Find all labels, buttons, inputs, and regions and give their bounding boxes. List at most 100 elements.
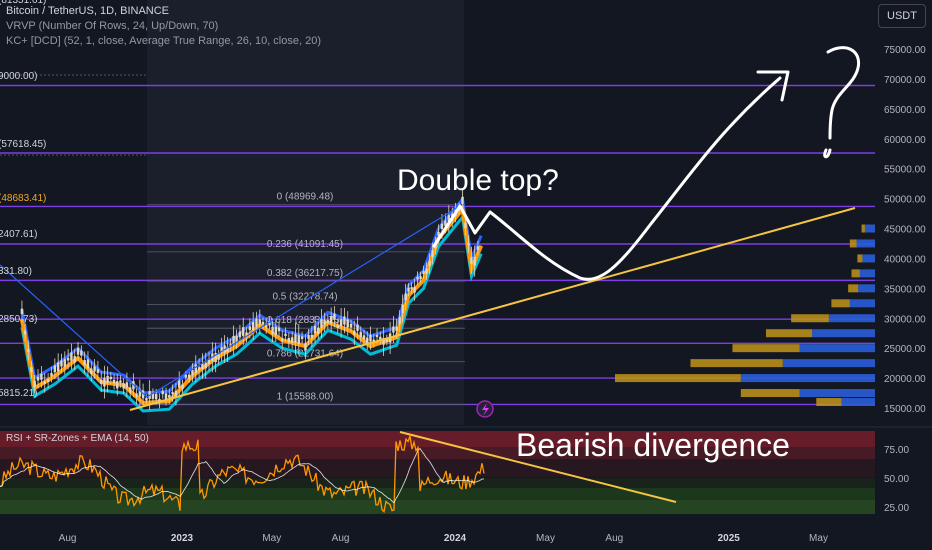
price-tick-label: 60000.00 bbox=[884, 135, 926, 146]
rsi-ema-series bbox=[0, 447, 485, 504]
candle-body bbox=[27, 349, 30, 352]
rsi-line bbox=[0, 433, 485, 514]
candle-body bbox=[40, 373, 43, 380]
rsi-tick-label: 50.00 bbox=[884, 474, 909, 485]
candle-body bbox=[290, 337, 294, 343]
candle-body bbox=[329, 316, 333, 324]
fib-label: 0.618 (28339.73) bbox=[267, 315, 343, 326]
candle-body bbox=[382, 338, 385, 345]
symbol-title[interactable]: Bitcoin / TetherUS, 1D, BINANCE bbox=[6, 5, 170, 17]
candle-body bbox=[141, 390, 145, 399]
candle-body bbox=[410, 287, 413, 290]
candle-body bbox=[86, 359, 90, 369]
volume-profile-bar-up bbox=[782, 359, 875, 368]
candle-body bbox=[125, 382, 129, 388]
rsi-axis[interactable]: 75.00 50.00 25.00 bbox=[884, 445, 909, 514]
price-tick-label: 50000.00 bbox=[884, 195, 926, 206]
left-price-label: (81351.61) bbox=[0, 0, 46, 6]
volume-profile-bar-down bbox=[861, 224, 865, 233]
time-tick-label: Aug bbox=[332, 533, 350, 544]
candle-body bbox=[56, 362, 60, 372]
volume-profile-bar-down bbox=[857, 254, 863, 263]
arrow-head bbox=[756, 70, 790, 102]
candle-body bbox=[323, 320, 326, 325]
candle-body bbox=[398, 317, 401, 324]
volume-profile-bar-up bbox=[740, 374, 875, 383]
candle-body bbox=[401, 304, 404, 314]
volume-profile-bar-up bbox=[799, 344, 875, 353]
candle-body bbox=[184, 374, 188, 378]
candle-body bbox=[70, 352, 73, 361]
candle-body bbox=[128, 387, 132, 393]
candle-body bbox=[238, 331, 242, 338]
candle-body bbox=[356, 324, 359, 331]
candle-body bbox=[422, 270, 425, 274]
candle-body bbox=[431, 250, 434, 257]
currency-button[interactable]: USDT bbox=[878, 4, 926, 28]
candle-body bbox=[245, 332, 248, 338]
volume-profile-bar-up bbox=[812, 329, 875, 338]
candle-body bbox=[447, 215, 451, 223]
candle-body bbox=[135, 393, 138, 397]
candle-body bbox=[419, 276, 422, 280]
price-tick-label: 55000.00 bbox=[884, 165, 926, 176]
candle-body bbox=[304, 343, 307, 351]
price-axis[interactable]: 75000.00 70000.00 65000.00 60000.00 55000.00… bbox=[884, 45, 926, 415]
price-candles bbox=[20, 189, 480, 410]
candle-body bbox=[281, 338, 284, 342]
candle-body bbox=[392, 326, 395, 333]
candle-body bbox=[425, 268, 428, 274]
volume-profile-bar-down bbox=[816, 398, 842, 407]
left-price-label: (57618.45) bbox=[0, 139, 46, 150]
candle-body bbox=[416, 276, 419, 280]
fib-label: 1 (15588.00) bbox=[277, 391, 334, 402]
candle-body bbox=[372, 339, 375, 342]
candle-body bbox=[258, 319, 261, 325]
candle-body bbox=[214, 352, 217, 362]
candle-body bbox=[284, 333, 287, 336]
volume-profile-bar-up bbox=[862, 254, 875, 263]
candle-body bbox=[112, 379, 116, 384]
candle-body bbox=[362, 335, 366, 340]
volume-profile-bar-up bbox=[864, 224, 875, 233]
fib-label: 0 (48969.48) bbox=[277, 192, 334, 203]
candle-body bbox=[50, 372, 53, 377]
candle-body bbox=[464, 222, 467, 229]
candle-body bbox=[164, 393, 168, 400]
price-tick-label: 45000.00 bbox=[884, 225, 926, 236]
candle-body bbox=[93, 366, 96, 372]
candle-body bbox=[407, 287, 410, 292]
candle-body bbox=[369, 334, 372, 342]
time-tick-label: May bbox=[262, 533, 281, 544]
time-tick-label: May bbox=[809, 533, 828, 544]
left-price-label: 2850.73) bbox=[0, 314, 37, 325]
candle-body bbox=[264, 323, 268, 328]
indicator-kc[interactable]: KC+ [DCD] (52, 1, close, Average True Ra… bbox=[6, 35, 321, 47]
candle-body bbox=[138, 390, 142, 397]
fib-label: 0.236 (41091.45) bbox=[267, 239, 343, 250]
time-axis[interactable]: Aug 2023 May Aug 2024 May Aug 2025 May bbox=[59, 533, 828, 544]
candle-body bbox=[349, 323, 353, 328]
candle-body bbox=[404, 293, 407, 301]
volume-profile-bar-up bbox=[856, 239, 875, 248]
blue-trendline-right bbox=[146, 205, 461, 398]
fib-label: 0.382 (36217.75) bbox=[267, 268, 343, 279]
kc-upper-band bbox=[20, 195, 483, 395]
candle-body bbox=[178, 380, 181, 388]
price-tick-label: 20000.00 bbox=[884, 374, 926, 385]
candle-body bbox=[161, 391, 164, 395]
price-tick-label: 30000.00 bbox=[884, 314, 926, 325]
candle-body bbox=[336, 324, 339, 328]
lightning-icon[interactable] bbox=[476, 400, 494, 418]
volume-profile-bar-up bbox=[859, 269, 875, 278]
left-price-label: 331.80) bbox=[0, 266, 32, 277]
volume-profile-bar-down bbox=[848, 284, 859, 293]
candle-body bbox=[30, 367, 33, 373]
candle-body bbox=[43, 381, 46, 384]
volume-profile-bar-down bbox=[732, 344, 800, 353]
candle-body bbox=[320, 319, 323, 328]
candle-body bbox=[63, 359, 66, 367]
indicator-vrvp[interactable]: VRVP (Number Of Rows, 24, Up/Down, 70) bbox=[6, 20, 219, 32]
candle-body bbox=[385, 338, 389, 342]
